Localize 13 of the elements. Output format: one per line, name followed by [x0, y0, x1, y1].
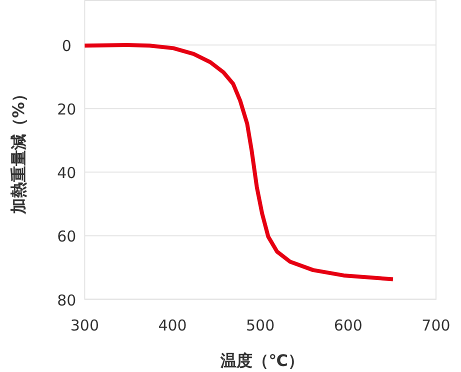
y-tick-label: 20: [57, 100, 76, 119]
x-tick-label: 400: [158, 316, 187, 334]
y-tick-label: 60: [57, 228, 76, 246]
y-axis-title: 加熱重量減（%）: [9, 86, 28, 216]
x-tick-label: 500: [246, 316, 275, 334]
x-tick-label: 300: [70, 316, 100, 334]
y-tick-label: 80: [57, 291, 76, 310]
x-tick-label: 600: [334, 316, 362, 334]
line-series: [82, 43, 395, 282]
y-tick-label: 40: [57, 164, 76, 182]
x-axis-title: 温度（℃）: [220, 351, 304, 370]
x-tick-label: 700: [422, 316, 450, 334]
y-tick-label: 0: [62, 37, 72, 55]
